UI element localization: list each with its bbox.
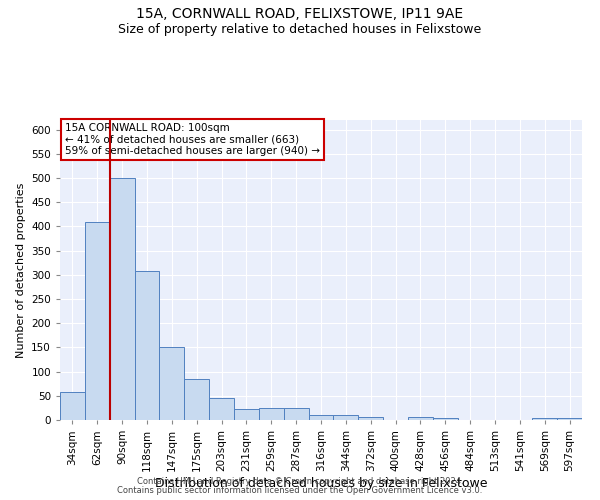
Bar — [134, 272, 160, 420]
Bar — [308, 415, 334, 420]
Bar — [532, 418, 557, 420]
Bar — [259, 408, 284, 420]
Bar — [110, 178, 134, 420]
Bar — [358, 416, 383, 420]
Bar — [433, 418, 458, 420]
Bar — [234, 409, 259, 420]
Y-axis label: Number of detached properties: Number of detached properties — [16, 182, 26, 358]
X-axis label: Distribution of detached houses by size in Felixstowe: Distribution of detached houses by size … — [155, 476, 487, 490]
Text: 15A, CORNWALL ROAD, FELIXSTOWE, IP11 9AE: 15A, CORNWALL ROAD, FELIXSTOWE, IP11 9AE — [136, 8, 464, 22]
Text: Contains HM Land Registry data © Crown copyright and database right 2024.: Contains HM Land Registry data © Crown c… — [137, 477, 463, 486]
Bar — [284, 408, 308, 420]
Bar — [160, 348, 184, 420]
Bar — [557, 418, 582, 420]
Text: Size of property relative to detached houses in Felixstowe: Size of property relative to detached ho… — [118, 22, 482, 36]
Bar — [85, 222, 110, 420]
Bar — [334, 415, 358, 420]
Bar — [184, 379, 209, 420]
Bar — [209, 398, 234, 420]
Bar — [60, 392, 85, 420]
Text: 15A CORNWALL ROAD: 100sqm
← 41% of detached houses are smaller (663)
59% of semi: 15A CORNWALL ROAD: 100sqm ← 41% of detac… — [65, 123, 320, 156]
Bar — [408, 416, 433, 420]
Text: Contains public sector information licensed under the Open Government Licence v3: Contains public sector information licen… — [118, 486, 482, 495]
